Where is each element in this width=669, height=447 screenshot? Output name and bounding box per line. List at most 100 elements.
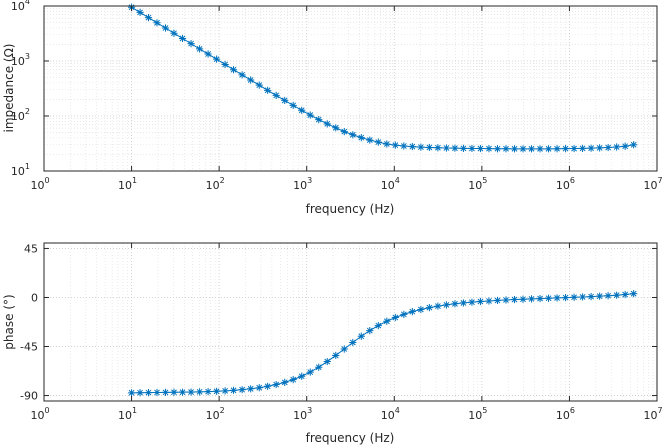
phase-y-axis-label: phase (°) (2, 294, 16, 349)
x-tick-label: 104 (381, 406, 400, 422)
data-point-marker (127, 389, 136, 397)
data-point-marker (468, 298, 476, 306)
x-tick-label: 105 (468, 406, 487, 422)
data-point-marker (544, 294, 553, 302)
data-point-marker (161, 388, 170, 396)
data-point-marker (212, 387, 221, 395)
data-point-marker (289, 101, 297, 109)
data-point-marker (221, 60, 229, 69)
data-point-marker (323, 357, 331, 366)
data-point-marker (578, 293, 587, 301)
data-point-marker (195, 45, 204, 53)
data-point-marker (604, 143, 612, 152)
y-tick-label: -90 (20, 390, 38, 403)
data-point-marker (493, 145, 502, 153)
data-point-marker (442, 144, 451, 152)
x-tick-label: 101 (118, 406, 137, 422)
data-point-marker (136, 389, 144, 397)
data-point-marker (485, 145, 493, 153)
x-tick-label: 100 (30, 406, 49, 422)
data-point-marker (255, 81, 263, 89)
x-tick-label: 102 (206, 406, 225, 422)
phase-ticks: 100 101 102 103 104 105 106 107 -90 -45 0 45 (20, 242, 663, 422)
data-point-marker (621, 290, 629, 299)
impedance-series (127, 3, 638, 153)
data-point-marker (417, 305, 425, 314)
data-point-marker (613, 291, 621, 299)
data-point-marker (153, 19, 161, 27)
data-point-marker (536, 145, 544, 153)
x-tick-label: 103 (293, 176, 312, 192)
data-point-marker (476, 144, 485, 153)
data-point-marker (315, 116, 323, 124)
data-point-marker (621, 142, 629, 150)
data-point-marker (502, 145, 510, 153)
data-point-marker (553, 145, 561, 153)
data-point-marker (544, 145, 553, 153)
y-tick-label: 45 (24, 242, 38, 255)
data-point-marker (613, 143, 621, 151)
data-point-marker (630, 141, 638, 149)
data-point-marker (510, 145, 519, 153)
data-point-marker (400, 142, 408, 150)
phase-x-axis-label: frequency (Hz) (306, 431, 395, 445)
data-point-marker (204, 50, 212, 58)
data-point-marker (315, 363, 323, 371)
data-point-marker (366, 327, 374, 335)
x-tick-label: 102 (206, 176, 225, 192)
data-point-marker (170, 29, 178, 37)
data-point-marker (570, 293, 578, 301)
data-point-marker (434, 144, 442, 152)
data-point-marker (298, 372, 306, 380)
data-point-marker (561, 293, 570, 302)
data-point-marker (570, 144, 578, 153)
data-point-marker (289, 376, 297, 384)
data-point-marker (357, 332, 365, 340)
data-point-marker (630, 290, 638, 298)
data-point-marker (144, 389, 153, 397)
data-point-marker (264, 382, 272, 390)
y-tick-label: -45 (20, 341, 38, 354)
data-point-marker (247, 76, 255, 84)
data-point-marker (408, 308, 416, 316)
data-point-marker (229, 386, 238, 394)
data-point-marker (502, 296, 510, 304)
data-point-marker (553, 294, 561, 302)
data-point-marker (425, 304, 433, 312)
x-tick-label: 100 (30, 176, 49, 192)
phase-axes-background (43, 242, 658, 402)
data-point-marker (493, 296, 502, 305)
data-point-marker (391, 141, 399, 149)
data-point-marker (451, 300, 459, 308)
impedance-y-axis-label: impedance (Ω) (2, 44, 16, 133)
data-point-marker (247, 385, 255, 393)
data-point-marker (578, 144, 587, 152)
data-point-marker (349, 338, 357, 347)
data-point-marker (195, 388, 204, 396)
x-tick-label: 107 (643, 406, 662, 422)
data-point-marker (281, 378, 289, 386)
data-point-marker (332, 124, 340, 132)
data-point-marker (229, 66, 238, 74)
data-point-marker (178, 388, 187, 396)
data-point-marker (434, 302, 442, 310)
x-tick-label: 107 (643, 176, 662, 192)
x-tick-label: 106 (556, 406, 575, 422)
data-point-marker (425, 143, 433, 152)
data-point-marker (161, 24, 170, 32)
data-point-marker (255, 384, 263, 392)
data-point-marker (596, 144, 604, 152)
data-point-marker (391, 313, 399, 322)
impedance-x-axis-label: frequency (Hz) (306, 202, 395, 216)
data-point-marker (417, 143, 425, 151)
data-point-marker (264, 86, 272, 94)
data-point-marker (323, 120, 331, 128)
data-point-marker (340, 345, 348, 353)
data-point-marker (485, 297, 493, 305)
data-point-marker (383, 140, 391, 148)
x-tick-label: 106 (556, 176, 575, 192)
data-point-marker (400, 310, 408, 318)
data-point-marker (442, 301, 451, 309)
